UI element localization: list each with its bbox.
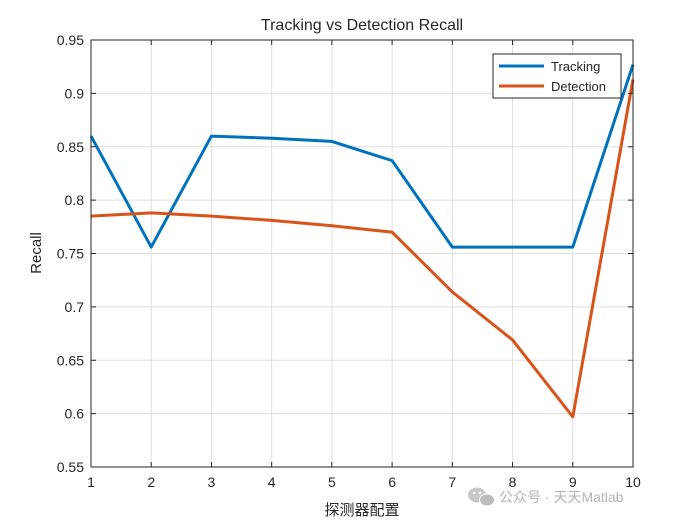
x-tick-label: 8 bbox=[509, 474, 517, 490]
y-tick-label: 0.6 bbox=[65, 406, 85, 422]
x-tick-label: 9 bbox=[569, 474, 577, 490]
y-tick-label: 0.9 bbox=[65, 85, 85, 101]
x-tick-label: 3 bbox=[208, 474, 216, 490]
chart-title: Tracking vs Detection Recall bbox=[261, 17, 463, 34]
y-tick-label: 0.7 bbox=[65, 299, 85, 315]
watermark-text: 公众号 · 天天Matlab bbox=[499, 489, 624, 505]
series-line-tracking bbox=[89, 64, 635, 249]
wechat-icon bbox=[468, 487, 495, 507]
y-tick-label: 0.8 bbox=[65, 192, 85, 208]
legend: Tracking Detection bbox=[492, 53, 622, 99]
y-tick-label: 0.85 bbox=[57, 139, 84, 155]
x-tick-label: 2 bbox=[147, 474, 155, 490]
tick-layer: 1 2 3 4 5 6 7 8 9 10 0.55 0.6 0.65 0.7 0.75 0.8 0.85 0.9 0… bbox=[57, 32, 641, 490]
x-tick-label: 7 bbox=[448, 474, 456, 490]
x-tick-label: 1 bbox=[87, 474, 95, 490]
x-tick-label: 10 bbox=[625, 474, 641, 490]
x-tick-label: 6 bbox=[388, 474, 396, 490]
y-tick-label: 0.65 bbox=[57, 352, 84, 368]
legend-label-tracking: Tracking bbox=[551, 59, 600, 74]
y-tick-label: 0.55 bbox=[57, 459, 84, 475]
y-tick-label: 0.95 bbox=[57, 32, 84, 48]
legend-label-detection: Detection bbox=[551, 79, 606, 94]
legend-box bbox=[492, 53, 622, 99]
series-layer bbox=[89, 64, 635, 419]
x-tick-label: 5 bbox=[328, 474, 336, 490]
y-tick-label: 0.75 bbox=[57, 246, 84, 262]
x-tick-label: 4 bbox=[268, 474, 276, 490]
series-line-detection bbox=[90, 79, 635, 419]
x-axis-label: 探测器配置 bbox=[324, 502, 399, 519]
y-axis-label: Recall bbox=[28, 232, 45, 274]
watermark: 公众号 · 天天Matlab bbox=[468, 487, 624, 507]
